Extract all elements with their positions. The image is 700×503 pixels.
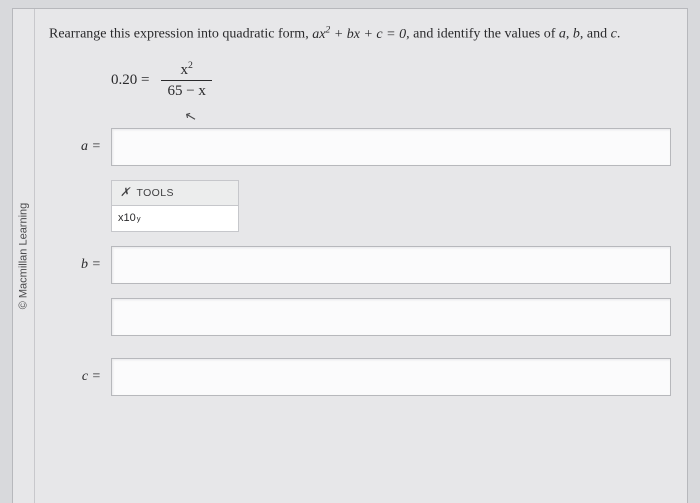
tools-header: ✗ TOOLS [111, 180, 239, 206]
question-panel: © Macmillan Learning Rearrange this expr… [12, 8, 688, 503]
tools-header-text: TOOLS [136, 187, 173, 199]
tools-panel: ✗ TOOLS x10y [111, 180, 239, 232]
sci-notation-button[interactable]: x10y [111, 206, 239, 232]
prompt-end: . [617, 27, 621, 42]
prompt-sep2: , and [580, 27, 611, 42]
input-a[interactable] [111, 128, 671, 166]
copyright-strip: © Macmillan Learning [13, 9, 35, 503]
prompt-sep1: , [566, 27, 573, 42]
secondary-input-b[interactable] [111, 298, 671, 336]
sci-notation-exp: y [137, 214, 141, 223]
tools-icon: ✗ [120, 185, 130, 200]
sci-notation-label: x10 [118, 212, 136, 224]
label-b: b = [49, 257, 111, 273]
input-b[interactable] [111, 246, 671, 284]
prompt-prefix: Rearrange this expression into quadratic… [49, 27, 312, 42]
answer-row-b: b = [49, 246, 671, 284]
fraction-numerator: x2 [175, 61, 199, 81]
content-area: Rearrange this expression into quadratic… [35, 9, 687, 503]
prompt-suffix: , and identify the values of [406, 27, 559, 42]
prompt-quadratic: ax2 + bx + c = 0 [312, 27, 406, 42]
cursor-icon: ↖ [183, 107, 199, 126]
equation-lhs: 0.20 = [111, 72, 149, 89]
question-prompt: Rearrange this expression into quadratic… [49, 23, 671, 45]
prompt-var-b: b [573, 27, 580, 42]
equation-fraction: x2 65 − x [161, 61, 211, 100]
answer-row-c: c = [49, 358, 671, 396]
label-c: c = [49, 369, 111, 385]
input-c[interactable] [111, 358, 671, 396]
given-equation: 0.20 = x2 65 − x ↖ [111, 61, 671, 100]
label-a: a = [49, 139, 111, 155]
answer-row-a: a = [49, 128, 671, 166]
copyright-text: © Macmillan Learning [18, 203, 30, 310]
fraction-denominator: 65 − x [161, 81, 211, 100]
prompt-var-a: a [559, 27, 566, 42]
